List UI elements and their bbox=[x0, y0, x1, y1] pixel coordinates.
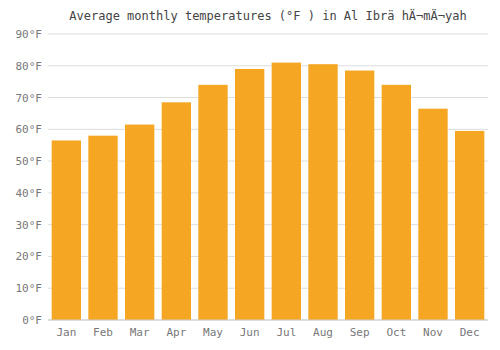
y-tick-label: 60°F bbox=[16, 123, 43, 136]
y-tick-label: 80°F bbox=[16, 60, 43, 73]
bar bbox=[52, 140, 81, 320]
x-tick-label: Apr bbox=[166, 326, 186, 339]
y-tick-label: 10°F bbox=[16, 282, 43, 295]
y-axis: 0°F 10°F 20°F 30°F 40°F 50°F 60°F 70°F 80°F 90°F bbox=[16, 28, 489, 327]
x-tick-label: Aug bbox=[313, 326, 333, 339]
chart-container: Average monthly temperatures (°F ) in Al… bbox=[0, 0, 500, 350]
bar bbox=[88, 136, 117, 320]
x-tick-label: May bbox=[203, 326, 223, 339]
x-axis-line bbox=[48, 320, 488, 321]
bar bbox=[235, 69, 264, 320]
bar bbox=[382, 85, 411, 320]
y-tick-label: 90°F bbox=[16, 28, 43, 41]
x-tick-label: Nov bbox=[423, 326, 443, 339]
bars bbox=[52, 63, 485, 320]
x-axis: Jan Feb Mar Apr May Jun Jul Aug Sep Oct Nov Dec bbox=[56, 326, 479, 339]
title: Average monthly temperatures (°F ) in Al… bbox=[69, 8, 466, 23]
bar bbox=[308, 64, 337, 320]
x-tick-label: Feb bbox=[93, 326, 113, 339]
y-tick-label: 0°F bbox=[22, 314, 42, 327]
grid-line bbox=[48, 320, 488, 321]
chart-svg: Average monthly temperatures (°F ) in Al… bbox=[0, 0, 500, 350]
grid-line bbox=[48, 97, 488, 98]
grid-line bbox=[48, 65, 488, 66]
y-tick-label: 30°F bbox=[16, 219, 43, 232]
bar bbox=[455, 131, 484, 320]
bar bbox=[198, 85, 227, 320]
x-tick-label: Sep bbox=[350, 326, 370, 339]
x-tick-label: Oct bbox=[386, 326, 406, 339]
page: {"chart_data": {"type": "bar", "title": … bbox=[0, 0, 500, 350]
x-tick-label: Mar bbox=[130, 326, 150, 339]
x-tick-label: Jun bbox=[240, 326, 260, 339]
bar bbox=[162, 102, 191, 320]
x-tick-label: Jan bbox=[56, 326, 76, 339]
x-tick-label: Jul bbox=[276, 326, 296, 339]
y-tick-label: 50°F bbox=[16, 155, 43, 168]
bar bbox=[418, 109, 447, 320]
y-tick-label: 40°F bbox=[16, 187, 43, 200]
y-tick-label: 20°F bbox=[16, 250, 43, 263]
bar bbox=[125, 125, 154, 320]
y-tick-label: 70°F bbox=[16, 92, 43, 105]
bar bbox=[345, 71, 374, 320]
x-tick-label: Dec bbox=[460, 326, 480, 339]
grid-line bbox=[48, 34, 488, 35]
bar bbox=[272, 63, 301, 320]
